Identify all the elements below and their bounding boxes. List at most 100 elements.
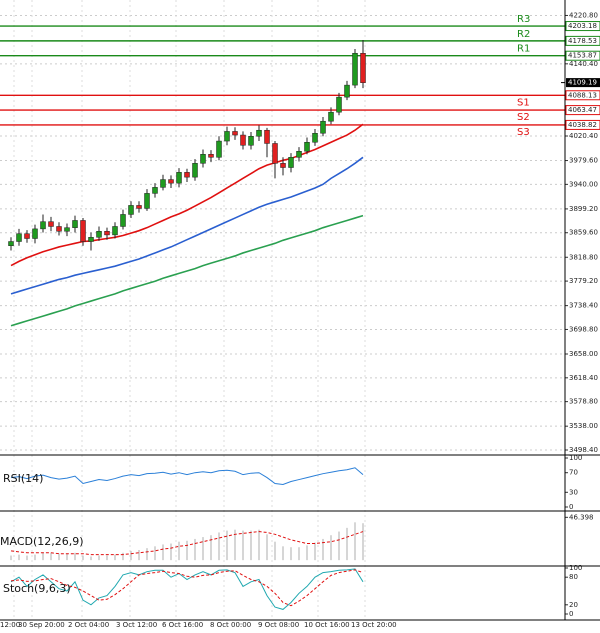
candle-body	[128, 205, 134, 215]
level-value-label: 4178.53	[568, 37, 597, 45]
last-price-label: 4109.19	[568, 79, 597, 87]
level-tag	[565, 105, 600, 116]
candle-body	[344, 84, 350, 98]
y-tick-label: 100	[569, 454, 582, 462]
candle-body	[136, 205, 142, 209]
level-tag	[565, 21, 600, 32]
level-value-label: 4153.87	[568, 52, 597, 60]
y-tick-label: 3498.40	[569, 446, 598, 454]
candle-body	[208, 154, 214, 158]
level-tag	[565, 35, 600, 46]
candle-body	[232, 131, 238, 136]
candle-body	[216, 140, 222, 158]
candle-body	[96, 231, 102, 238]
y-tick-label: 46.398	[569, 513, 594, 521]
candle-body	[176, 172, 182, 184]
level-value-label: 4203.18	[568, 22, 597, 30]
y-tick-label: 30	[569, 488, 578, 496]
moving-average	[10, 123, 364, 267]
candle-body	[264, 129, 270, 144]
candle-body	[144, 193, 150, 209]
candle-body	[360, 52, 366, 83]
level-value-label: 4038.82	[568, 121, 597, 129]
candle-body	[104, 231, 110, 236]
y-tick-label: 4020.40	[569, 132, 598, 140]
y-tick-label: 3859.60	[569, 229, 598, 237]
candle-body	[160, 179, 166, 188]
moving-average	[10, 214, 364, 327]
moving-average	[10, 156, 364, 295]
candle-body	[24, 233, 30, 239]
y-tick-label: 4220.80	[569, 11, 598, 19]
candle-body	[48, 221, 54, 227]
y-tick-label: 70	[569, 469, 578, 477]
y-tick-label: 0	[569, 503, 573, 511]
level-tag	[565, 90, 600, 101]
indicator-line	[10, 569, 364, 607]
level-value-label: 4063.47	[568, 106, 597, 114]
y-tick-label: 0	[569, 610, 573, 618]
indicator-line	[10, 568, 364, 610]
y-tick-label: 3698.80	[569, 325, 598, 333]
x-tick-label: 6 Oct 16:00	[162, 621, 203, 629]
x-tick-label: 30 Sep 20:00	[18, 621, 65, 629]
level-value-label: 4088.13	[568, 91, 597, 99]
candle-body	[80, 220, 86, 242]
candle-body	[248, 135, 254, 146]
candle-body	[304, 142, 310, 152]
level-name: S1	[517, 97, 530, 108]
y-tick-label: 3618.40	[569, 374, 598, 382]
x-tick-label: 3 Oct 12:00	[116, 621, 157, 629]
candle-body	[352, 52, 358, 86]
candle-body	[280, 163, 286, 168]
candle-body	[120, 214, 126, 227]
level-tag	[565, 50, 600, 61]
candle-body	[168, 179, 174, 184]
candle-body	[272, 143, 278, 164]
x-tick-label: 8 Oct 00:00	[210, 621, 251, 629]
candle-body	[320, 120, 326, 134]
last-price-tag	[566, 78, 600, 88]
candle-body	[312, 132, 318, 143]
candle-body	[328, 111, 334, 122]
y-tick-label: 20	[569, 601, 578, 609]
candle-body	[112, 226, 118, 236]
candle-body	[200, 154, 206, 164]
x-tick-label: 2 Oct 04:00	[68, 621, 109, 629]
x-tick-label: 10 Oct 16:00	[304, 621, 350, 629]
y-tick-label: 100	[569, 564, 582, 572]
level-name: R3	[517, 14, 530, 25]
level-name: S2	[517, 112, 530, 123]
y-tick-label: 3538.00	[569, 422, 598, 430]
x-tick-label: 12:00	[0, 621, 20, 629]
y-tick-label: 80	[569, 573, 578, 581]
candle-body	[152, 187, 158, 194]
y-tick-label: 3779.20	[569, 277, 598, 285]
indicator-line	[10, 467, 364, 485]
candle-body	[56, 226, 62, 232]
candle-body	[72, 220, 78, 228]
y-tick-label: 4140.40	[569, 60, 598, 68]
candle-body	[64, 227, 70, 232]
level-name: R2	[517, 29, 530, 40]
y-tick-label: 3578.80	[569, 398, 598, 406]
candle-body	[40, 221, 46, 230]
candle-body	[296, 151, 302, 158]
pane-title: Stoch(9,6,3)	[3, 582, 71, 595]
x-tick-label: 13 Oct 20:00	[351, 621, 397, 629]
candle-body	[288, 157, 294, 168]
candle-body	[224, 131, 230, 142]
candle-body	[8, 241, 14, 246]
macd-signal	[10, 531, 364, 556]
y-tick-label: 3899.20	[569, 205, 598, 213]
level-name: R1	[517, 44, 530, 55]
y-tick-label: 3818.80	[569, 253, 598, 261]
candle-body	[256, 129, 262, 137]
y-tick-label: 3940.00	[569, 180, 598, 188]
candle-body	[88, 237, 94, 242]
pane-title: MACD(12,26,9)	[0, 535, 84, 548]
candle-body	[336, 96, 342, 113]
y-tick-label: 3738.40	[569, 302, 598, 310]
